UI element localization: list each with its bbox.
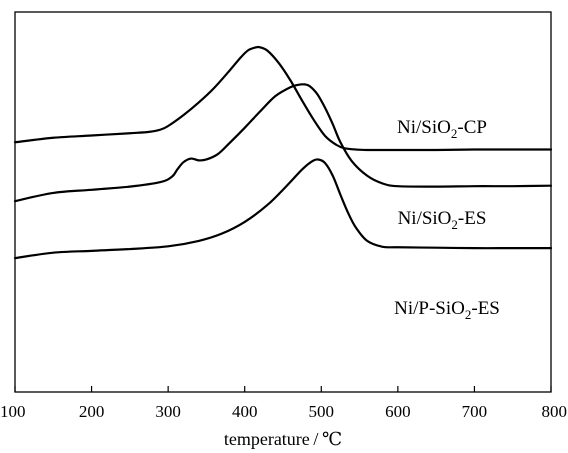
- x-tick-label: 600: [385, 402, 411, 421]
- x-axis: 100 200 300 400 500 600 700 800: [0, 386, 567, 421]
- x-tick-label: 100: [0, 402, 26, 421]
- x-axis-label: temperature / ℃: [224, 429, 342, 449]
- x-tick-label: 300: [155, 402, 181, 421]
- series-labels: Ni/SiO2-CP Ni/SiO2-ES Ni/P-SiO2-ES: [394, 117, 500, 322]
- series-line-0: [13, 45, 553, 152]
- x-tick-label: 400: [232, 402, 258, 421]
- series-line-2: [13, 158, 553, 260]
- series-label-2: Ni/P-SiO2-ES: [394, 298, 500, 322]
- x-tick-label: 800: [542, 402, 568, 421]
- series-label-0: Ni/SiO2-CP: [397, 117, 487, 141]
- x-tick-label: 700: [462, 402, 488, 421]
- x-tick-label: 200: [79, 402, 105, 421]
- series-curves: [13, 45, 553, 260]
- x-tick-label: 500: [309, 402, 335, 421]
- series-line-1: [13, 83, 553, 203]
- series-label-1: Ni/SiO2-ES: [398, 208, 487, 232]
